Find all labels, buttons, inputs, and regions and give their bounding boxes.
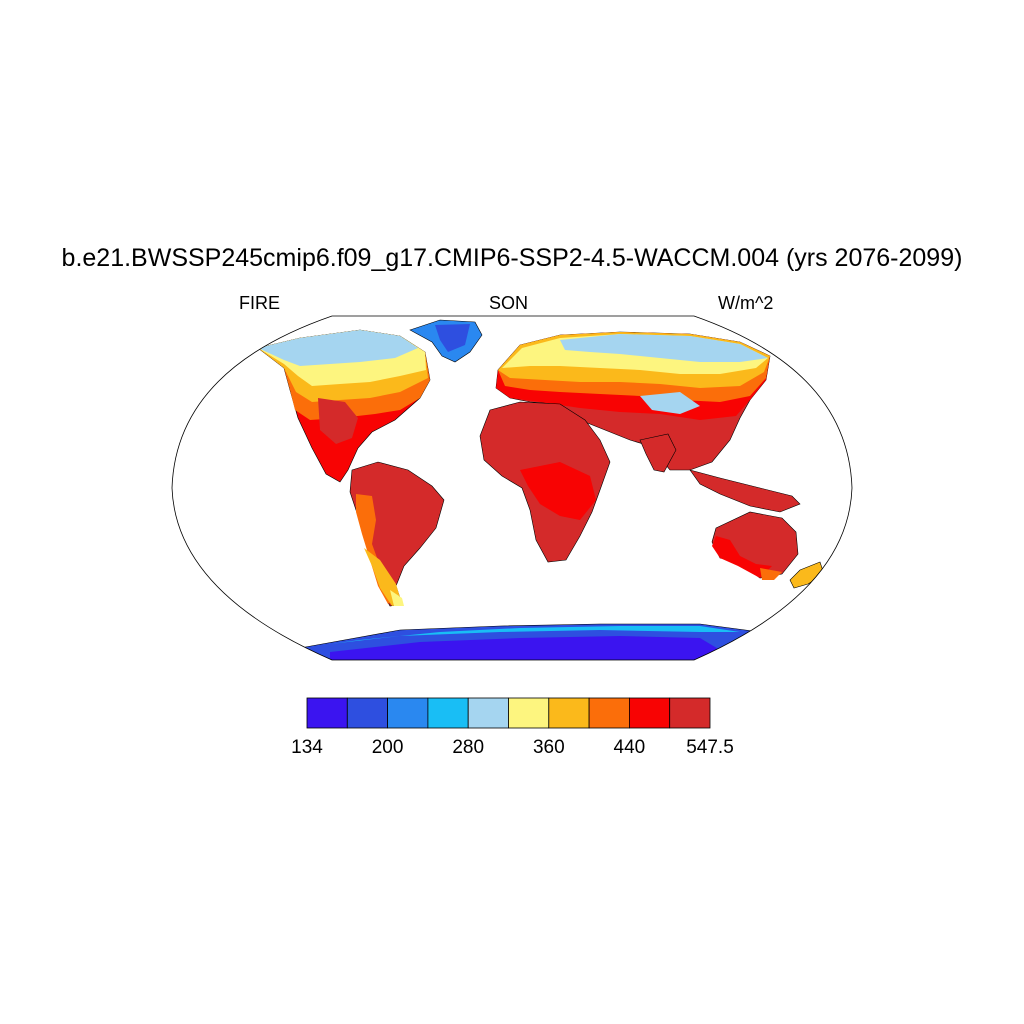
units-label: W/m^2 bbox=[718, 293, 774, 313]
colorbar-label: 360 bbox=[533, 737, 565, 758]
season-label: SON bbox=[489, 293, 529, 313]
colorbar-label: 280 bbox=[452, 737, 484, 758]
colorbar-box bbox=[427, 697, 469, 729]
colorbar-box bbox=[387, 697, 429, 729]
colorbar-box bbox=[588, 697, 630, 729]
colorbar-box bbox=[467, 697, 509, 729]
colorbar-box bbox=[346, 697, 388, 729]
colorbar-label: 134 bbox=[291, 737, 323, 758]
globe-outline bbox=[171, 315, 853, 661]
colorbar-box bbox=[669, 697, 711, 729]
colorbar-label: 200 bbox=[372, 737, 404, 758]
map-title: b.e21.BWSSP245cmip6.f09_g17.CMIP6-SSP2-4… bbox=[61, 244, 963, 272]
colorbar-label: 547.5 bbox=[686, 737, 734, 758]
colorbar-box bbox=[629, 697, 671, 729]
variable-label: FIRE bbox=[239, 293, 281, 313]
colorbar-box bbox=[306, 697, 348, 729]
colorbar-label: 440 bbox=[614, 737, 646, 758]
colorbar-box bbox=[548, 697, 590, 729]
colorbar-box bbox=[508, 697, 550, 729]
